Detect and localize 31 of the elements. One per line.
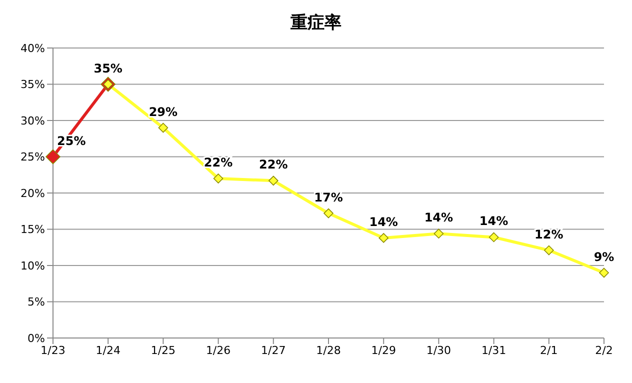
chart-title: 重症率 — [290, 12, 342, 35]
x-tick-label: 1/29 — [371, 344, 396, 357]
x-tick-label: 1/28 — [316, 344, 341, 357]
data-label: 12% — [534, 227, 564, 242]
y-tick-label: 25% — [20, 150, 45, 164]
x-tick-label: 1/25 — [150, 344, 176, 357]
x-tick-label: 2/2 — [595, 344, 613, 357]
data-label: 17% — [314, 190, 343, 204]
y-tick-label: 15% — [20, 223, 45, 236]
data-label: 14% — [479, 214, 508, 228]
data-label: 22% — [204, 156, 233, 170]
data-label: 22% — [259, 158, 288, 172]
y-tick-label: 40% — [20, 42, 45, 55]
x-tick-label: 1/27 — [261, 344, 286, 357]
x-tick-label: 1/24 — [96, 344, 120, 357]
y-tick-label: 0% — [28, 332, 45, 345]
x-tick-label: 1/26 — [206, 344, 231, 357]
x-tick-label: 1/23 — [40, 344, 66, 357]
data-label: 29% — [148, 104, 178, 119]
x-tick-label: 2/1 — [540, 344, 558, 357]
y-tick-label: 20% — [20, 186, 45, 200]
data-label: 9% — [594, 250, 614, 264]
y-tick-label: 10% — [20, 259, 45, 272]
data-label: 35% — [94, 61, 122, 76]
y-tick-label: 30% — [20, 114, 45, 128]
y-tick-label: 5% — [28, 296, 45, 309]
data-label: 14% — [424, 210, 454, 225]
x-tick-label: 1/31 — [481, 344, 506, 357]
y-tick-label: 35% — [20, 78, 45, 92]
x-tick-label: 1/30 — [426, 344, 452, 357]
data-label: 14% — [369, 214, 398, 229]
